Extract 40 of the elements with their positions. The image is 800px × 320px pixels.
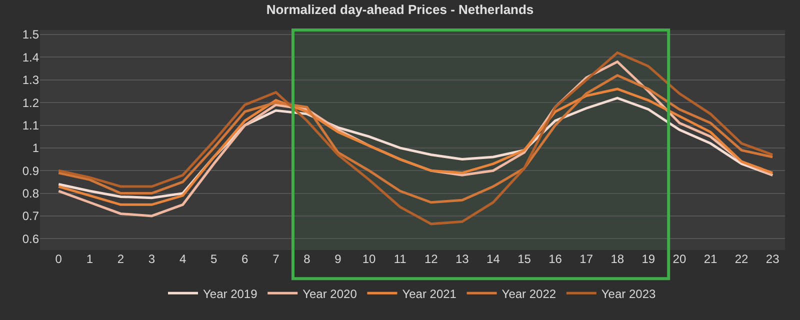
x-tick-label: 0 xyxy=(55,252,62,266)
legend-label: Year 2023 xyxy=(601,286,656,301)
y-tick-label: 0.7 xyxy=(22,209,40,224)
x-tick-label: 22 xyxy=(734,252,749,266)
x-tick-label: 15 xyxy=(518,252,532,266)
x-tick-label: 10 xyxy=(362,252,376,266)
y-tick-label: 0.6 xyxy=(22,232,40,246)
x-tick-label: 9 xyxy=(334,252,342,266)
y-tick-label: 1 xyxy=(32,141,40,156)
x-tick-label: 19 xyxy=(642,252,656,266)
x-tick-label: 4 xyxy=(179,252,186,266)
y-tick-label: 1.3 xyxy=(22,73,40,88)
x-tick-label: 5 xyxy=(210,252,218,266)
x-tick-label: 1 xyxy=(86,252,94,266)
y-tick-label: 1.5 xyxy=(22,28,40,42)
x-tick-label: 21 xyxy=(704,252,718,266)
x-tick-label: 14 xyxy=(486,252,500,266)
x-tick-label: 23 xyxy=(766,252,780,266)
x-tick-label: 17 xyxy=(580,252,594,266)
legend-label: Year 2022 xyxy=(502,286,556,301)
x-tick-label: 11 xyxy=(394,252,407,266)
x-tick-label: 16 xyxy=(548,252,562,266)
x-tick-label: 2 xyxy=(117,252,124,266)
y-tick-label: 1.2 xyxy=(22,96,40,110)
x-tick-label: 20 xyxy=(672,252,686,266)
x-tick-label: 12 xyxy=(424,252,438,266)
y-tick-label: 0.8 xyxy=(22,186,40,200)
chart-title: Normalized day-ahead Prices - Netherlands xyxy=(266,2,534,17)
x-tick-label: 7 xyxy=(272,252,280,266)
x-tick-label: 8 xyxy=(304,252,311,266)
x-tick-label: 6 xyxy=(242,252,249,266)
y-tick-label: 1.4 xyxy=(22,50,40,64)
x-tick-label: 3 xyxy=(148,252,156,266)
legend-label: Year 2020 xyxy=(302,286,358,301)
x-tick-label: 13 xyxy=(455,252,470,266)
x-tick-label: 18 xyxy=(610,252,624,266)
legend-label: Year 2021 xyxy=(402,286,457,301)
y-tick-label: 1.1 xyxy=(22,118,40,132)
y-tick-label: 0.9 xyxy=(22,164,40,178)
legend-label: Year 2019 xyxy=(203,286,258,301)
